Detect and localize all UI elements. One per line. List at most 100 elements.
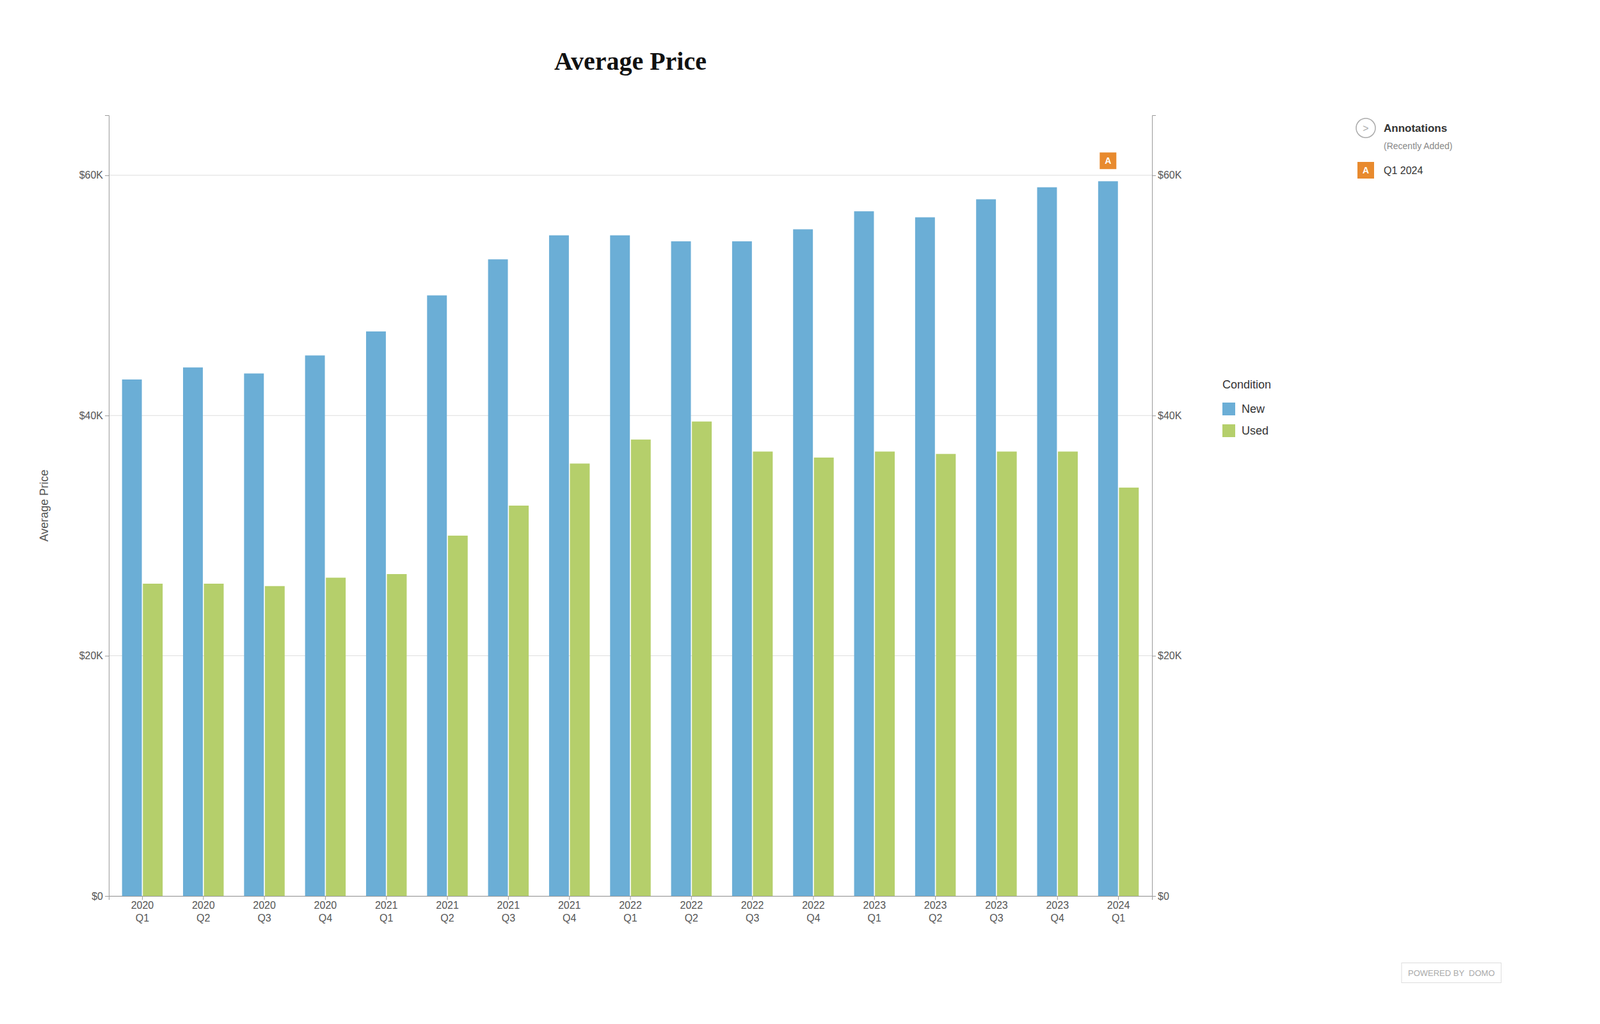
tick-label-line: 2023 — [1045, 899, 1069, 911]
tick: $20K — [79, 650, 109, 662]
bar — [448, 535, 468, 896]
title: Average Price — [554, 46, 707, 76]
bar — [854, 211, 875, 896]
tick-label: 2022Q2 — [680, 899, 704, 923]
bar-series — [142, 421, 1139, 896]
x-axis: 2020Q12020Q22020Q32020Q42021Q12021Q22021… — [109, 896, 1153, 924]
axis-line — [1152, 115, 1157, 897]
bar — [691, 421, 712, 896]
tick-label-line: Q2 — [684, 912, 699, 924]
tick-mark — [752, 896, 753, 900]
tick-mark — [142, 896, 143, 900]
legend-title: Condition — [1222, 378, 1272, 392]
bar — [508, 505, 529, 896]
bar — [732, 241, 752, 896]
tick-mark — [1152, 656, 1156, 657]
tick-mark — [995, 896, 997, 900]
legend: Condition New Used — [1222, 378, 1272, 438]
bar — [874, 451, 895, 896]
tick-label: 2023Q4 — [1045, 899, 1069, 923]
tick-label-line: Q3 — [989, 912, 1003, 924]
bar — [183, 367, 203, 896]
chart: $0$20K$40K$60K$0$20K$40K$60K2020Q12020Q2… — [0, 0, 1600, 1024]
tick-mark — [1118, 896, 1119, 900]
tick-label: 2020Q4 — [314, 899, 338, 923]
tick-label: 2022Q4 — [801, 899, 825, 923]
annotation-box — [1357, 161, 1375, 179]
tick-mark — [935, 896, 936, 900]
tick-label: 2023Q2 — [924, 899, 948, 923]
tick: $60K — [1152, 169, 1183, 181]
tick-label: 2021Q3 — [497, 899, 521, 923]
tick-mark — [104, 415, 109, 416]
bar — [1057, 451, 1078, 896]
tick-label: $20K — [1157, 650, 1183, 662]
footer-box — [1401, 963, 1502, 984]
tick: 2021Q2 — [435, 896, 459, 924]
annotation-box — [1099, 152, 1117, 169]
tick-label-line: Q3 — [257, 912, 271, 924]
tick: 2022Q2 — [680, 896, 704, 924]
tick: 2021Q1 — [375, 896, 399, 924]
tick-label-line: 2020 — [252, 899, 276, 911]
tick: $0 — [1152, 890, 1170, 902]
tick-mark — [568, 896, 570, 900]
tick: 2023Q4 — [1045, 896, 1069, 924]
tick: 2022Q1 — [618, 896, 642, 924]
tick: $0 — [91, 890, 109, 902]
tick-mark — [1057, 896, 1058, 900]
tick-label-line: 2022 — [741, 899, 765, 911]
tick-label: 2024Q1 — [1107, 899, 1131, 923]
tick-label: 2023Q1 — [862, 899, 886, 923]
tick-mark — [630, 896, 632, 900]
tick-label-line: Q4 — [318, 912, 333, 924]
bar — [142, 583, 163, 896]
tick-mark — [508, 896, 509, 900]
tick-mark — [1152, 175, 1156, 176]
y-axis: $0 $20K $40K $60K — [79, 115, 110, 902]
tick-label-line: Q1 — [623, 912, 637, 924]
tick: 2020Q3 — [252, 896, 276, 924]
tick-mark — [104, 896, 109, 897]
bar — [426, 295, 447, 896]
tick-label-line: 2022 — [680, 899, 704, 911]
plot-area: $0$20K$40K$60K$0$20K$40K$60K2020Q12020Q2… — [79, 115, 1183, 924]
bar — [976, 199, 996, 896]
legend-swatch — [1222, 402, 1236, 416]
bar — [752, 451, 773, 896]
bar — [792, 229, 813, 896]
tick-mark — [104, 175, 109, 176]
axis-line — [109, 896, 1153, 901]
tick-label: 2020Q3 — [252, 899, 276, 923]
tick: 2020Q1 — [131, 896, 155, 924]
tick-label-line: Q4 — [1050, 912, 1065, 924]
tick-label: 2022Q1 — [618, 899, 642, 923]
tick: 2020Q2 — [192, 896, 216, 924]
tick-label-line: 2020 — [192, 899, 216, 911]
tick-mark — [385, 896, 387, 900]
tick-label-line: Q4 — [806, 912, 820, 924]
tick-mark — [812, 896, 814, 900]
bar — [631, 439, 651, 896]
tick: $20K — [1152, 650, 1183, 662]
bar — [569, 463, 590, 896]
legend-item: Used — [1222, 424, 1269, 438]
tick-label-line: Q4 — [562, 912, 576, 924]
annotation-text: A — [1104, 155, 1112, 166]
tick: 2022Q3 — [741, 896, 765, 924]
bar — [1098, 181, 1119, 896]
tick-label: $60K — [79, 169, 104, 181]
legend-item: New — [1222, 402, 1266, 416]
tick-label: 2023Q3 — [984, 899, 1008, 923]
tick-label-line: Q2 — [928, 912, 943, 924]
legend-label: Used — [1241, 424, 1269, 438]
tick-label-line: 2021 — [558, 899, 582, 911]
tick: 2022Q4 — [801, 896, 825, 924]
tick-label: $40K — [79, 410, 104, 422]
bar — [387, 574, 408, 896]
tick-label: 2021Q2 — [435, 899, 459, 923]
y-axis-right: $0$20K$40K$60K — [1152, 115, 1183, 902]
tick-label-line: 2022 — [618, 899, 642, 911]
tick: $40K — [79, 410, 109, 422]
tick-label-line: 2023 — [924, 899, 948, 911]
